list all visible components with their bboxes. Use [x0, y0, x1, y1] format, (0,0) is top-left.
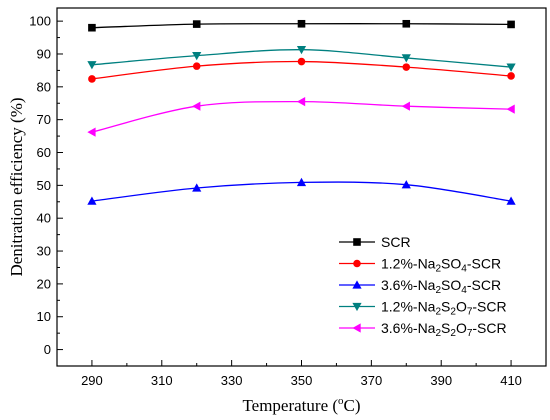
legend-label-part: SO — [441, 256, 461, 272]
series-markers — [87, 19, 516, 205]
x-axis-title-tail: C) — [344, 396, 361, 415]
legend-label-part: 4 — [461, 285, 467, 296]
legend-label-part: 2 — [450, 328, 456, 339]
data-point-2 — [401, 180, 411, 189]
legend: SCR1.2%-Na2SO4-SCR3.6%-Na2SO4-SCR1.2%-Na… — [339, 234, 507, 339]
x-axis-title: Temperature (oC) — [242, 395, 360, 415]
legend-label-part: SCR — [381, 234, 411, 250]
legend-label-part: 1.2%-Na — [381, 256, 436, 272]
y-axis-ticks: 0 10 20 30 40 50 60 70 80 90 100 — [29, 14, 63, 357]
data-point-4 — [192, 101, 201, 111]
y-tick-label: 50 — [37, 178, 51, 193]
legend-label-part: SO — [441, 277, 461, 293]
x-tick-label: 390 — [430, 373, 452, 388]
data-point-0 — [88, 23, 96, 32]
data-point-1 — [88, 75, 96, 83]
legend-label-part: 3.6%-Na — [381, 277, 436, 293]
x-axis-title-main: Temperature ( — [242, 396, 338, 415]
x-axis-ticks: 290 310 330 350 370 390 410 — [56, 360, 547, 388]
legend-marker-3 — [352, 302, 362, 312]
legend-label-part: -SCR — [472, 299, 506, 315]
legend-label-part: -SCR — [467, 256, 501, 272]
legend-label-part: 2 — [435, 328, 441, 339]
data-point-1 — [192, 62, 201, 70]
y-tick-label: 100 — [29, 14, 51, 29]
legend-marker-1 — [353, 259, 361, 268]
legend-label-part: 7 — [467, 328, 473, 339]
legend-label-0: SCR — [381, 234, 411, 250]
data-point-2 — [296, 177, 307, 187]
legend-label-1: 1.2%-Na2SO4-SCR — [381, 256, 501, 275]
y-tick-label: 40 — [37, 211, 51, 226]
x-tick-label: 290 — [81, 373, 103, 388]
data-point-2 — [87, 196, 97, 205]
legend-label-part: 2 — [435, 264, 441, 275]
y-tick-label: 90 — [37, 46, 51, 61]
series-line-4 — [91, 100, 512, 133]
legend-label-4: 3.6%-Na2S2O7-SCR — [381, 320, 507, 339]
data-point-2 — [506, 196, 516, 205]
legend-label-part: 2 — [435, 307, 441, 318]
data-point-4 — [401, 101, 410, 111]
data-point-4 — [87, 127, 96, 137]
y-tick-label: 20 — [37, 276, 51, 291]
x-tick-label: 350 — [291, 373, 313, 388]
legend-label-part: O — [456, 320, 467, 336]
legend-label-part: S — [441, 299, 450, 315]
x-tick-label: 310 — [151, 373, 173, 388]
data-point-0 — [402, 19, 411, 28]
legend-label-2: 3.6%-Na2SO4-SCR — [381, 277, 501, 296]
y-tick-label: 60 — [37, 145, 51, 160]
legend-label-part: 2 — [450, 307, 456, 318]
data-point-4 — [506, 104, 515, 114]
data-point-2 — [192, 183, 202, 192]
data-point-3 — [87, 61, 97, 70]
x-tick-label: 410 — [500, 373, 522, 388]
x-tick-label: 330 — [221, 373, 243, 388]
data-point-0 — [192, 20, 201, 28]
legend-marker-2 — [352, 280, 362, 289]
legend-label-3: 1.2%-Na2S2O7-SCR — [381, 299, 507, 318]
y-tick-label: 30 — [37, 244, 51, 259]
data-point-0 — [297, 19, 306, 28]
x-tick-label: 370 — [361, 373, 383, 388]
data-point-1 — [507, 72, 515, 80]
legend-label-part: 2 — [435, 285, 441, 296]
legend-label-part: 3.6%-Na — [381, 320, 436, 336]
y-tick-label: 10 — [37, 309, 51, 324]
data-point-3 — [401, 54, 411, 63]
legend-label-part: -SCR — [467, 277, 501, 293]
x-axis-title-sup: o — [338, 395, 344, 407]
y-tick-label: 80 — [37, 79, 51, 94]
legend-label-part: O — [456, 299, 467, 315]
legend-marker-0 — [353, 238, 361, 246]
legend-label-part: 7 — [467, 307, 473, 318]
legend-label-part: -SCR — [472, 320, 506, 336]
legend-label-part: 1.2%-Na — [381, 299, 436, 315]
data-point-3 — [506, 63, 516, 72]
y-axis-title: Denitration efficiency (%) — [7, 97, 26, 276]
legend-label-part: 4 — [461, 264, 467, 275]
y-tick-label: 0 — [44, 342, 51, 357]
data-point-0 — [507, 20, 515, 29]
data-point-1 — [297, 57, 306, 66]
data-point-3 — [296, 46, 307, 55]
data-point-4 — [296, 97, 306, 107]
legend-label-part: S — [441, 320, 450, 336]
legend-marker-4 — [352, 323, 361, 333]
data-point-1 — [402, 63, 411, 71]
y-tick-label: 70 — [37, 112, 51, 127]
data-point-3 — [192, 51, 202, 61]
